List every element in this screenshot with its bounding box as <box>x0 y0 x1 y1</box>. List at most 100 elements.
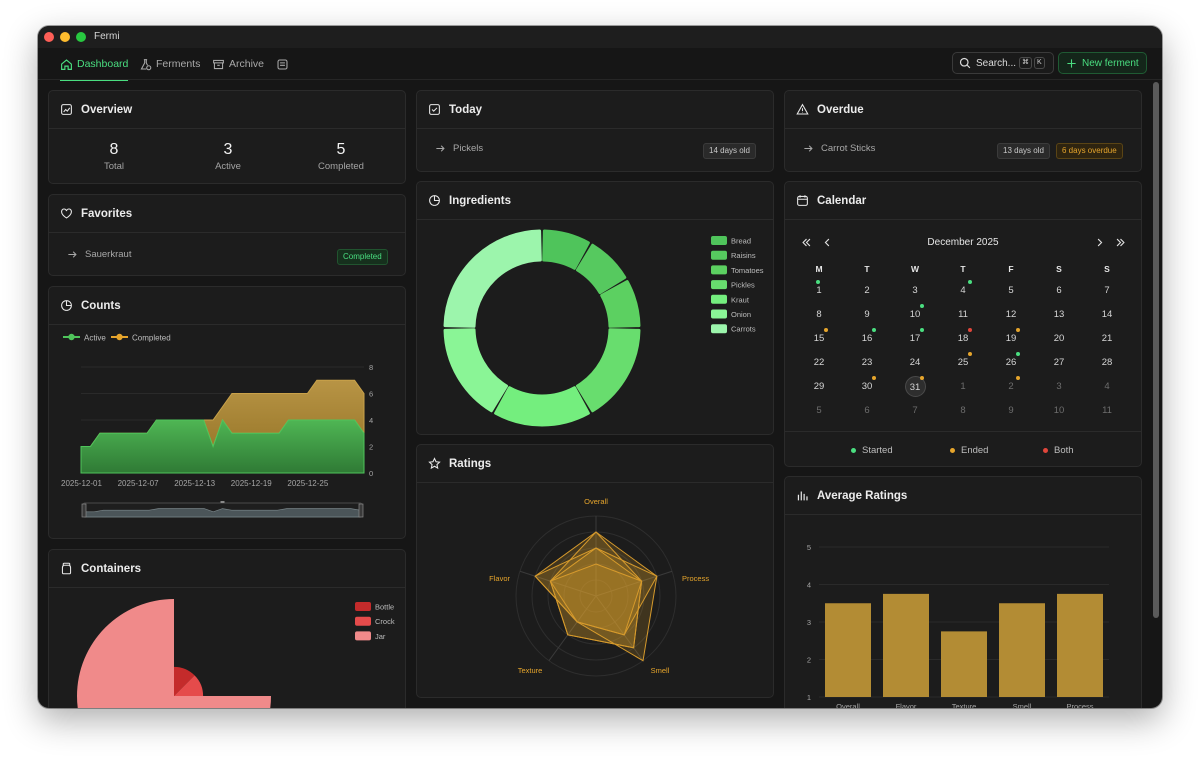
close-window-button[interactable] <box>44 32 54 42</box>
new-ferment-label: New ferment <box>1082 57 1139 69</box>
calendar-day[interactable]: 11 <box>1083 398 1131 422</box>
event-dot <box>1016 352 1020 356</box>
overdue-item-name: Carrot Sticks <box>821 143 876 154</box>
legend-started: Started <box>851 445 893 456</box>
bar <box>999 603 1045 697</box>
calendar-day[interactable]: 29 <box>795 374 843 398</box>
calendar-day-number: 5 <box>816 404 822 416</box>
calendar-day[interactable]: 24 <box>891 350 939 374</box>
calendar-day[interactable]: 10 <box>1035 398 1083 422</box>
tab-notes[interactable] <box>276 48 293 80</box>
double-chevron-left-icon[interactable] <box>801 237 812 248</box>
tab-archive[interactable]: Archive <box>212 48 264 80</box>
calendar-day[interactable]: 19 <box>987 326 1035 350</box>
tab-ferments[interactable]: Ferments <box>139 48 200 80</box>
tab-dashboard[interactable]: Dashboard <box>60 48 129 81</box>
minimize-window-button[interactable] <box>60 32 70 42</box>
legend-both: Both <box>1043 445 1074 456</box>
new-ferment-button[interactable]: New ferment <box>1058 52 1147 74</box>
arrow-right-icon <box>804 145 813 152</box>
calendar-day[interactable]: 9 <box>843 302 891 326</box>
calendar-day[interactable]: 13 <box>1035 302 1083 326</box>
calendar-day[interactable]: 6 <box>1035 278 1083 302</box>
calendar-day[interactable]: 4 <box>939 278 987 302</box>
calendar-day-number: 10 <box>909 308 921 320</box>
event-dot <box>968 352 972 356</box>
stat-active-value: 3 <box>223 141 233 158</box>
calendar-day[interactable]: 1 <box>939 374 987 398</box>
chevron-right-icon[interactable] <box>1094 237 1105 248</box>
zoom-window-button[interactable] <box>76 32 86 42</box>
bar <box>825 603 871 697</box>
calendar-day-number: 25 <box>957 356 969 368</box>
arrow-right-icon <box>68 251 77 258</box>
calendar-day[interactable]: 1 <box>795 278 843 302</box>
calendar-day[interactable]: 6 <box>843 398 891 422</box>
y-tick-label: 5 <box>807 543 811 552</box>
zoom-handle-right <box>358 503 364 518</box>
calendar-day-number: 3 <box>912 284 918 296</box>
calendar-day[interactable]: 5 <box>795 398 843 422</box>
legend-swatch <box>711 280 727 290</box>
calendar-day[interactable]: 3 <box>891 278 939 302</box>
radar-axis <box>595 570 673 597</box>
top-nav: Dashboard Ferments Archive Search... ⌘ K… <box>38 48 1162 81</box>
legend-marker <box>116 333 123 341</box>
calendar-day[interactable]: 14 <box>1083 302 1131 326</box>
calendar-day[interactable]: 8 <box>939 398 987 422</box>
calendar-day[interactable]: 2 <box>843 278 891 302</box>
title-bar: Fermi <box>38 26 1162 48</box>
calendar-day-number: 10 <box>1053 404 1065 416</box>
calendar-day[interactable]: 21 <box>1083 326 1131 350</box>
pie-slice <box>77 599 271 708</box>
calendar-day[interactable]: 20 <box>1035 326 1083 350</box>
calendar-day[interactable]: 18 <box>939 326 987 350</box>
calendar-day[interactable]: 31 <box>891 374 939 398</box>
calendar-day[interactable]: 3 <box>1035 374 1083 398</box>
calendar-day[interactable]: 12 <box>987 302 1035 326</box>
calendar-day[interactable]: 25 <box>939 350 987 374</box>
overdue-title: Overdue <box>817 103 864 116</box>
calendar-day[interactable]: 27 <box>1035 350 1083 374</box>
calendar-day[interactable]: 7 <box>1083 278 1131 302</box>
event-dot <box>968 328 972 332</box>
ratings-card: Ratings Overall Process Smell Texture Flavor <box>416 444 774 698</box>
calendar-day[interactable]: 15 <box>795 326 843 350</box>
calendar-day[interactable]: 17 <box>891 326 939 350</box>
favorite-item[interactable]: Sauerkraut <box>67 249 131 260</box>
legend-label: Active <box>84 334 106 343</box>
plus-icon <box>1067 58 1076 68</box>
calendar-day[interactable]: 22 <box>795 350 843 374</box>
calendar-day[interactable]: 4 <box>1083 374 1131 398</box>
calendar-day[interactable]: 9 <box>987 398 1035 422</box>
y-tick-label: 4 <box>807 581 811 590</box>
calendar-day[interactable]: 23 <box>843 350 891 374</box>
today-item[interactable]: Pickels <box>435 143 483 154</box>
dot-started <box>851 448 856 453</box>
calendar-day[interactable]: 5 <box>987 278 1035 302</box>
search-button[interactable]: Search... ⌘ K <box>952 52 1054 74</box>
calendar-day[interactable]: 11 <box>939 302 987 326</box>
legend-ended: Ended <box>950 445 988 456</box>
calendar-day[interactable]: 16 <box>843 326 891 350</box>
containers-title: Containers <box>81 562 142 575</box>
ingredients-card: Ingredients Bread Raisins Tomatoes Pickles K… <box>416 181 774 435</box>
calendar-day[interactable]: 26 <box>987 350 1035 374</box>
double-chevron-right-icon[interactable] <box>1115 237 1126 248</box>
arrow-right-icon <box>436 145 445 152</box>
scrollbar[interactable] <box>1153 82 1159 618</box>
weekday-label: M <box>815 264 823 274</box>
calendar-day[interactable]: 30 <box>843 374 891 398</box>
stat-total-label: Total <box>103 161 125 172</box>
calendar-day[interactable]: 2 <box>987 374 1035 398</box>
y-tick-label: 6 <box>369 390 373 399</box>
zoom-handle-left <box>81 503 87 518</box>
bar <box>883 593 929 697</box>
chevron-left-icon[interactable] <box>822 237 833 248</box>
calendar-day-number: 8 <box>816 308 822 320</box>
calendar-day[interactable]: 8 <box>795 302 843 326</box>
calendar-day[interactable]: 10 <box>891 302 939 326</box>
calendar-day[interactable]: 7 <box>891 398 939 422</box>
calendar-day[interactable]: 28 <box>1083 350 1131 374</box>
overdue-item[interactable]: Carrot Sticks <box>803 143 875 154</box>
